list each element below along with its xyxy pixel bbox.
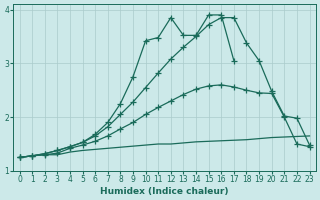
X-axis label: Humidex (Indice chaleur): Humidex (Indice chaleur) bbox=[100, 187, 229, 196]
